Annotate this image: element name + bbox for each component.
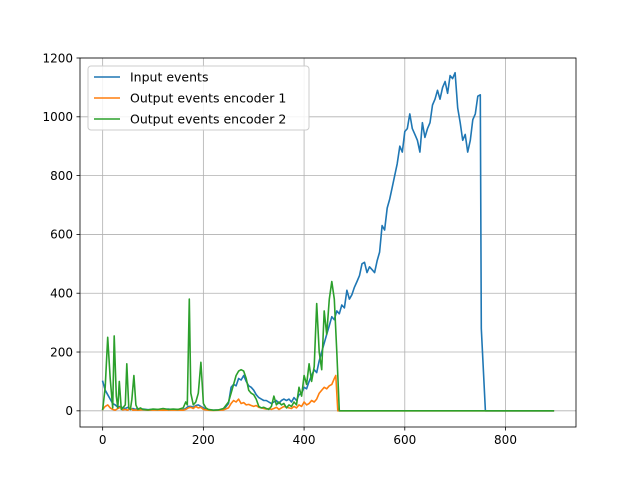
series-line-3 (101, 280, 555, 412)
y-tick-label: 1000 (42, 110, 73, 124)
legend: Input events Output events encoder 1 Outpu… (87, 65, 310, 131)
y-tick-label: 400 (50, 287, 73, 301)
y-axis: 0 200 400 600 800 1000 1200 (42, 51, 80, 418)
x-tick-label: 0 (99, 433, 107, 447)
y-tick-label: 1200 (42, 51, 73, 65)
legend-label-2: Output events encoder 1 (130, 91, 286, 106)
series-layer (101, 71, 555, 412)
x-tick-label: 800 (494, 433, 517, 447)
x-tick-label: 200 (192, 433, 215, 447)
x-tick-label: 400 (293, 433, 316, 447)
y-tick-label: 800 (50, 169, 73, 183)
legend-box (87, 65, 310, 131)
x-tick-label: 600 (393, 433, 416, 447)
legend-label-1: Input events (130, 70, 208, 85)
x-axis: 0 200 400 600 800 (99, 427, 517, 447)
y-tick-label: 200 (50, 345, 73, 359)
series-line-2 (101, 374, 555, 412)
plot-frame (79, 57, 577, 428)
y-tick-label: 0 (65, 404, 73, 418)
legend-label-3: Output events encoder 2 (130, 112, 286, 127)
y-tick-label: 600 (50, 228, 73, 242)
